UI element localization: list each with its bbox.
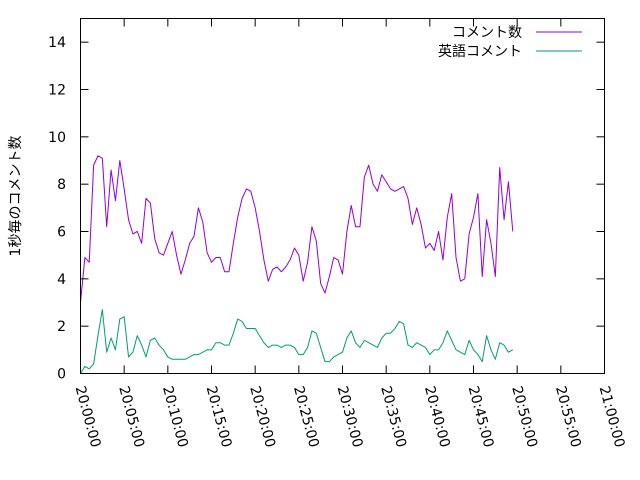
x-tick-label: 20:30:00 <box>334 384 366 449</box>
y-axis-title: 1秒毎のコメント数 <box>8 136 24 257</box>
x-tick-label: 20:50:00 <box>508 384 540 449</box>
x-tick-label: 20:00:00 <box>72 384 104 449</box>
x-tick-label: 20:55:00 <box>552 384 584 449</box>
x-tick-label: 20:45:00 <box>465 384 497 449</box>
y-tick-label: 4 <box>57 272 66 288</box>
x-tick-label: 20:05:00 <box>115 384 147 449</box>
x-tick-labels: 20:00:00 20:05:00 20:10:00 20:15:00 20:20:00… <box>72 384 628 449</box>
tick-marks <box>80 18 605 374</box>
x-tick-label: 20:20:00 <box>246 384 278 449</box>
y-tick-label: 8 <box>57 177 66 193</box>
x-tick-label: 21:00:00 <box>596 384 628 449</box>
x-tick-label: 20:25:00 <box>290 384 322 449</box>
x-tick-label: 20:15:00 <box>203 384 235 449</box>
x-tick-label: 20:40:00 <box>421 384 453 449</box>
y-tick-label: 0 <box>57 367 66 383</box>
plot-frame <box>80 18 605 374</box>
x-tick-label: 20:35:00 <box>377 384 409 449</box>
y-tick-label: 12 <box>48 83 66 99</box>
series-line-2 <box>80 309 514 374</box>
y-tick-label: 2 <box>57 319 66 335</box>
legend-label-2: 英語コメント <box>438 43 522 60</box>
series-line-1 <box>80 155 514 303</box>
y-tick-label: 10 <box>48 130 66 146</box>
y-tick-label: 6 <box>57 225 66 241</box>
y-tick-labels: 0 2 4 6 8 10 12 14 <box>48 35 66 382</box>
series-layer <box>80 155 514 374</box>
y-tick-label: 14 <box>48 35 66 51</box>
legend-label-1: コメント数 <box>452 25 522 41</box>
x-tick-label: 20:10:00 <box>159 384 191 449</box>
